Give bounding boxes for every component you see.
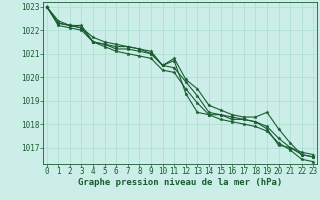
X-axis label: Graphe pression niveau de la mer (hPa): Graphe pression niveau de la mer (hPa) <box>78 178 282 187</box>
